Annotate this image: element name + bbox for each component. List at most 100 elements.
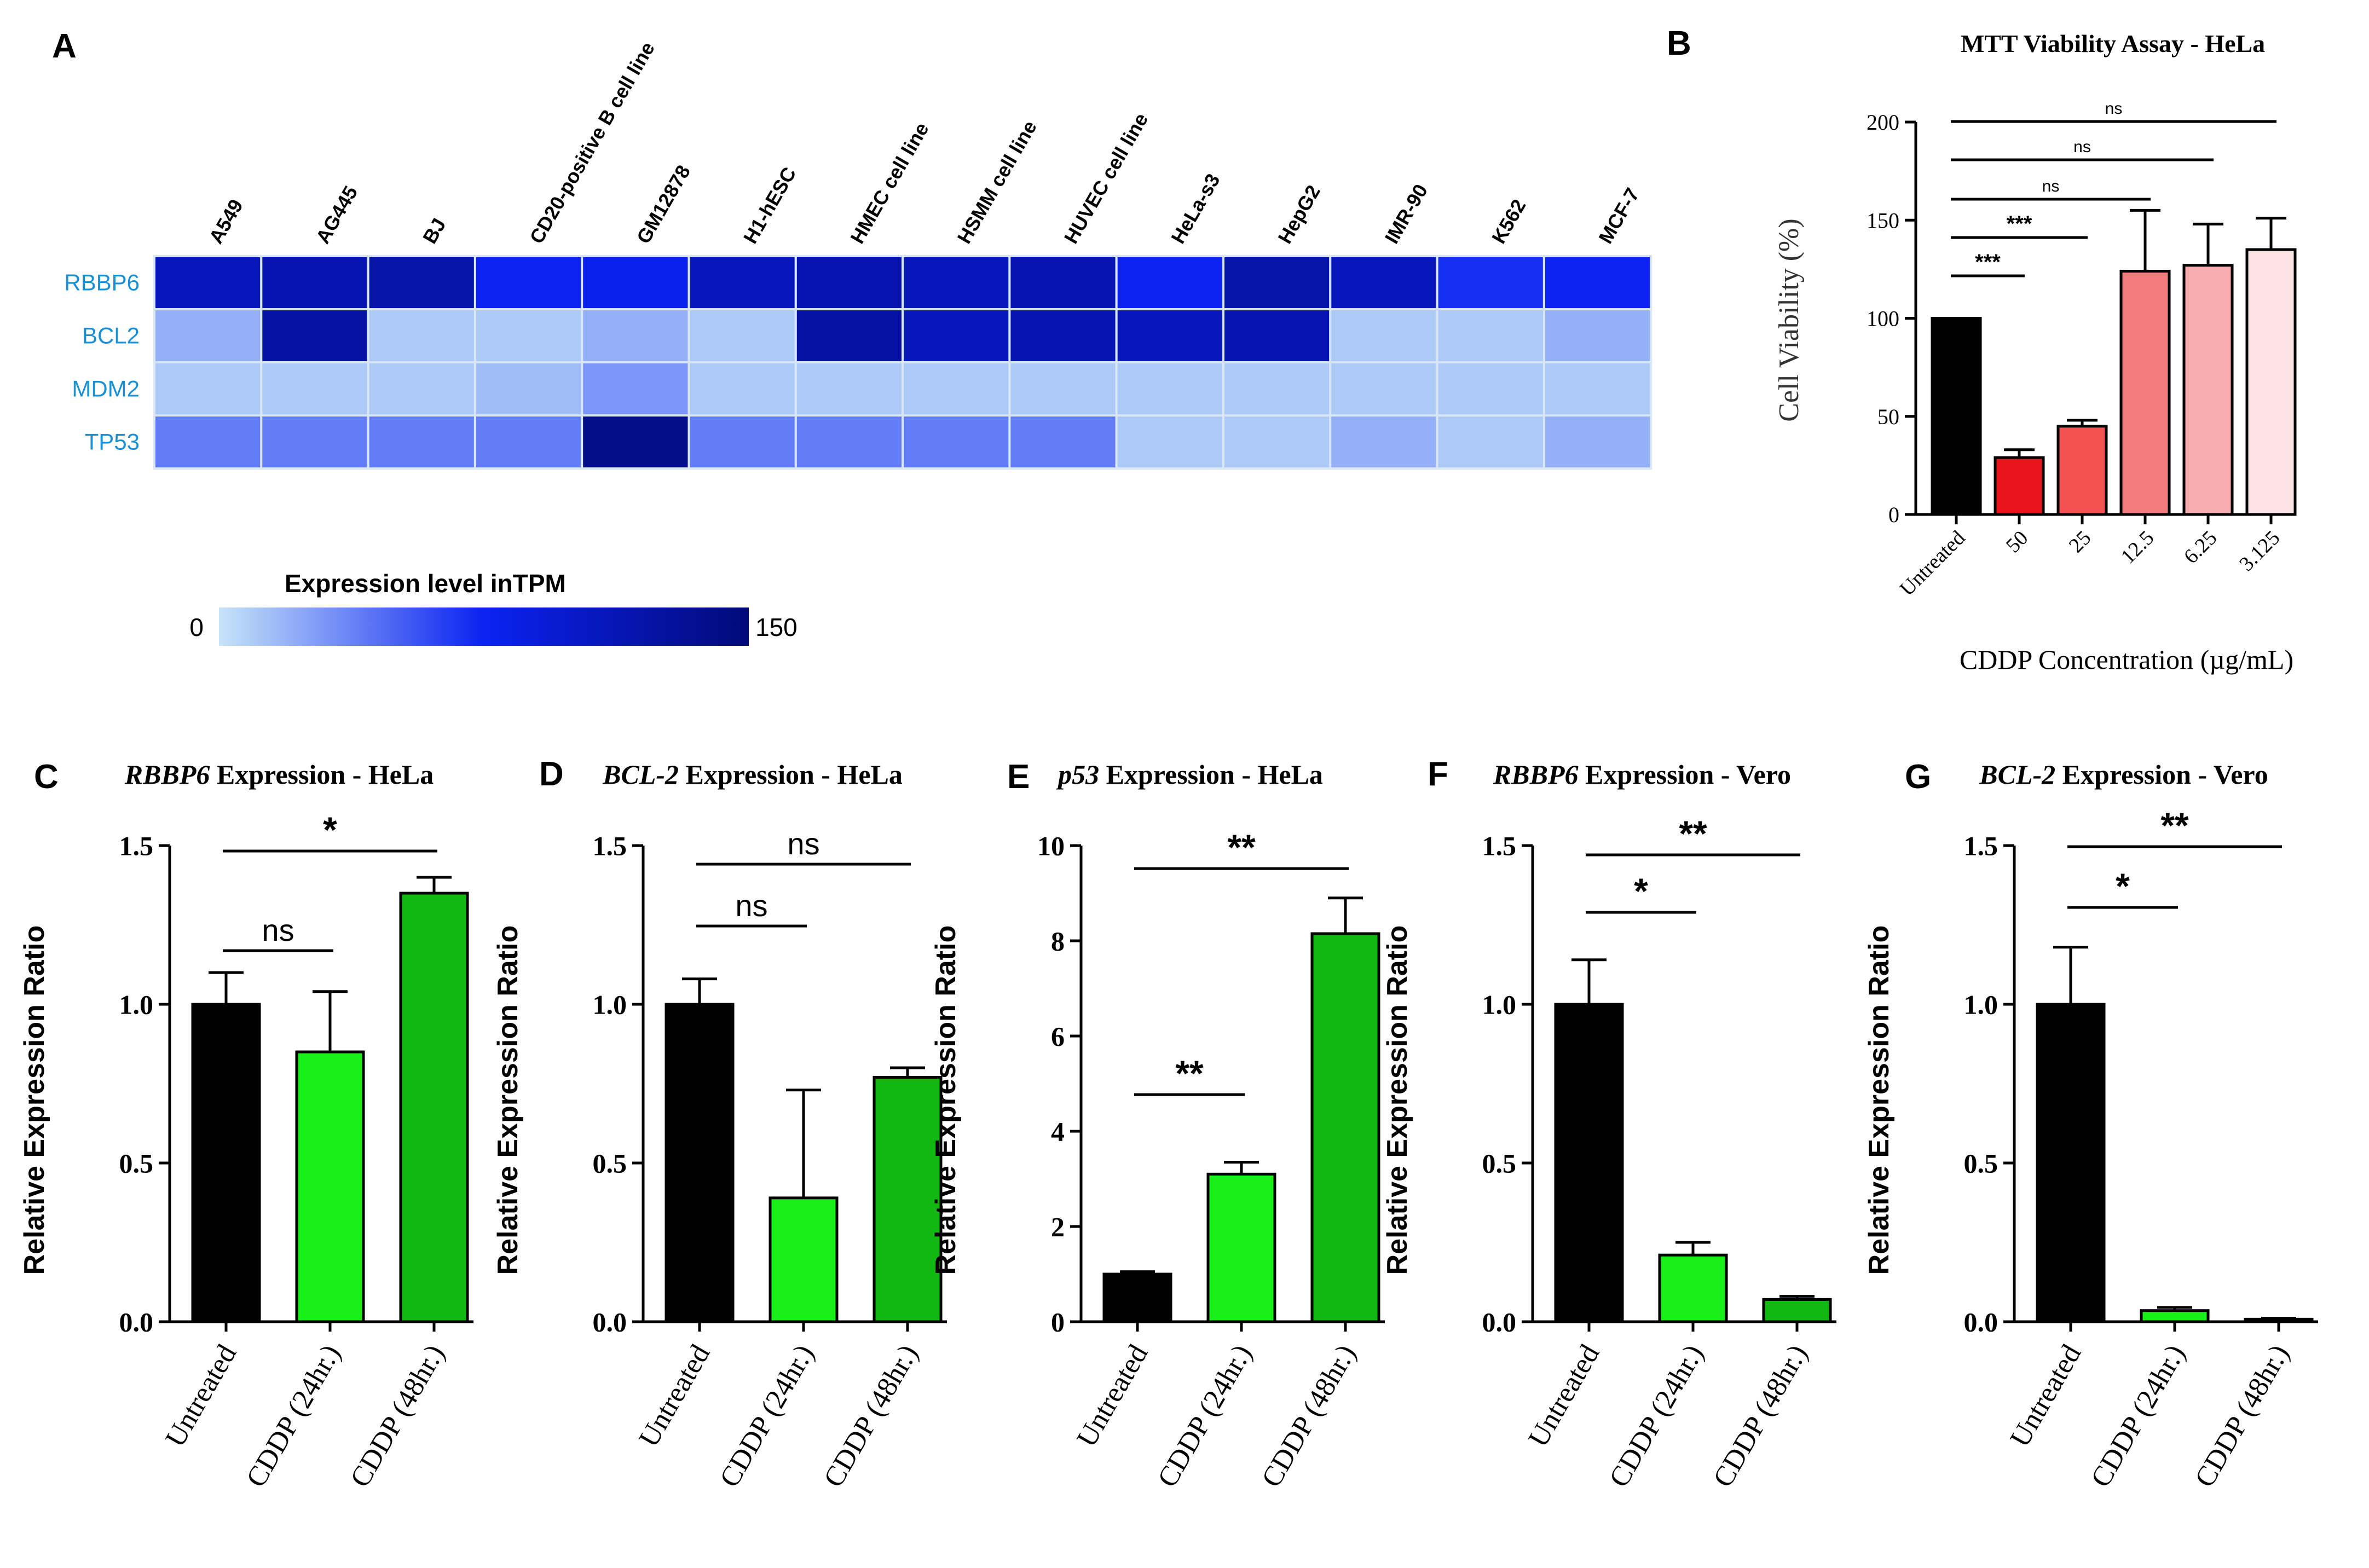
y-axis-label: Relative Expression Ratio xyxy=(930,925,962,1275)
panel-c-rbbp6-hela-chart: RBBP6 Expression - HeLa 0.0 0.5 1.0 1.5 Relat… xyxy=(19,759,473,1492)
y-tick-label: 0.0 xyxy=(1482,1307,1517,1338)
y-tick-label: 2 xyxy=(1051,1212,1065,1242)
y-axis-label: Relative Expression Ratio xyxy=(492,925,524,1275)
chart-title: BCL-2 Expression - HeLa xyxy=(602,759,903,790)
y-tick-label: 0.0 xyxy=(1964,1307,1998,1338)
x-category-label: 3.125 xyxy=(2235,526,2284,576)
heatmap-cell xyxy=(1436,361,1545,416)
heatmap-cell xyxy=(1436,308,1545,363)
y-tick-label: 0.0 xyxy=(119,1307,154,1338)
heatmap-cell xyxy=(581,361,690,416)
heatmap-column-label: HMEC cell line xyxy=(846,119,933,247)
panel-letter-f: F xyxy=(1428,755,1448,793)
x-category-label: CDDP (24hr.) xyxy=(1152,1340,1258,1493)
heatmap-cell xyxy=(1329,361,1438,416)
heatmap-column-label: H1-hESC xyxy=(739,163,801,247)
panel-letter-a: A xyxy=(52,27,77,65)
heatmap-cell xyxy=(260,414,369,470)
y-tick-label: 1.0 xyxy=(1964,990,1998,1020)
significance-label: ns xyxy=(2105,100,2123,118)
x-category-label: Untreated xyxy=(160,1340,243,1453)
heatmap-row-label: TP53 xyxy=(85,429,140,455)
heatmap-cell xyxy=(260,255,369,310)
heatmap-cells xyxy=(153,255,1652,470)
heatmap-column-label: HeLa-s3 xyxy=(1166,170,1224,247)
y-axis-label: Relative Expression Ratio xyxy=(1863,925,1895,1275)
bar xyxy=(1554,1003,1624,1323)
heatmap-cell xyxy=(367,255,476,310)
bar xyxy=(2056,425,2108,516)
y-tick-label: 0.5 xyxy=(1964,1148,1998,1179)
heatmap-colorbar: Expression level inTPM 0 150 xyxy=(189,569,798,646)
heatmap-cell xyxy=(1542,361,1652,416)
x-category-label: Untreated xyxy=(633,1340,717,1453)
x-category-label: CDDP (24hr.) xyxy=(1603,1340,1709,1493)
significance-label: ** xyxy=(2160,805,2189,846)
panel-letter-g: G xyxy=(1905,758,1931,796)
x-category-label: CDDP (24hr.) xyxy=(2085,1340,2191,1493)
y-tick-label: 0 xyxy=(1888,502,1899,527)
heatmap-cell xyxy=(1329,255,1438,310)
y-axis-label: Relative Expression Ratio xyxy=(19,925,50,1275)
y-tick-label: 4 xyxy=(1051,1116,1065,1147)
x-category-label: Untreated xyxy=(1523,1340,1606,1453)
y-tick-label: 0 xyxy=(1051,1307,1065,1338)
bar xyxy=(1658,1253,1728,1323)
x-category-label: 12.5 xyxy=(2117,526,2159,569)
x-category-label: CDDP (48hr.) xyxy=(1256,1340,1362,1493)
heatmap-cell xyxy=(794,255,904,310)
bar xyxy=(2245,248,2297,516)
panel-f-rbbp6-vero-chart: RBBP6 Expression - Vero 0.0 0.5 1.0 1.5 Relat… xyxy=(1382,759,1836,1492)
x-category-label: CDDP (48hr.) xyxy=(344,1340,450,1493)
heatmap-cell xyxy=(473,414,583,470)
chart-title: BCL-2 Expression - Vero xyxy=(1979,759,2268,790)
x-category-label: 50 xyxy=(2002,526,2033,558)
y-tick-label: 6 xyxy=(1051,1021,1065,1052)
heatmap-cell xyxy=(1222,361,1332,416)
y-tick-label: 1.0 xyxy=(593,990,627,1020)
significance-label: *** xyxy=(2007,212,2032,236)
chart-title-rest: Expression - HeLa xyxy=(1099,759,1323,790)
significance-label: * xyxy=(1634,871,1648,911)
heatmap-row-label: BCL2 xyxy=(82,323,140,349)
heatmap-cell xyxy=(1008,414,1118,470)
bar xyxy=(191,1003,261,1323)
heatmap-cell xyxy=(1115,361,1224,416)
y-axis-label: Relative Expression Ratio xyxy=(1382,925,1413,1275)
heatmap-cell xyxy=(1115,308,1224,363)
x-category-label: CDDP (48hr.) xyxy=(818,1340,924,1493)
significance-label: ** xyxy=(1175,1053,1204,1093)
significance-label: ** xyxy=(1679,813,1707,854)
chart-title: p53 Expression - HeLa xyxy=(1056,759,1323,790)
y-tick-label: 8 xyxy=(1051,926,1065,957)
bar xyxy=(1206,1172,1276,1323)
x-category-label: CDDP (48hr.) xyxy=(1707,1340,1813,1493)
panel-letter-c: C xyxy=(34,758,59,796)
bar xyxy=(873,1075,943,1323)
heatmap-cell xyxy=(581,414,690,470)
bar xyxy=(1931,317,1982,516)
heatmap-row-label: RBBP6 xyxy=(64,270,140,296)
heatmap-column-label: HUVEC cell line xyxy=(1060,109,1153,247)
heatmap-cell xyxy=(1115,255,1224,310)
heatmap-cell xyxy=(260,308,369,363)
heatmap-cell xyxy=(687,414,797,470)
significance-label: ** xyxy=(1227,827,1256,867)
colorbar-gradient xyxy=(219,607,749,646)
heatmap-cell xyxy=(1115,414,1224,470)
panel-e-p53-hela-chart: p53 Expression - HeLa 0 2 4 6 8 10 Relative Exp… xyxy=(930,759,1385,1492)
significance-label: ns xyxy=(2042,177,2060,195)
heatmap-cell xyxy=(1329,308,1438,363)
x-category-label: CDDP (24hr.) xyxy=(714,1340,820,1493)
chart-title: RBBP6 Expression - HeLa xyxy=(124,759,434,790)
heatmap-row-labels: RBBP6 BCL2 MDM2 TP53 xyxy=(64,270,140,455)
heatmap-cell xyxy=(1008,255,1118,310)
bar xyxy=(1310,932,1380,1323)
heatmap-cell xyxy=(1008,308,1118,363)
bar xyxy=(1994,456,2045,516)
y-tick-label: 0.5 xyxy=(1482,1148,1517,1179)
significance-label: ns xyxy=(262,913,294,947)
heatmap-cell xyxy=(1542,308,1652,363)
heatmap-cell xyxy=(902,255,1011,310)
